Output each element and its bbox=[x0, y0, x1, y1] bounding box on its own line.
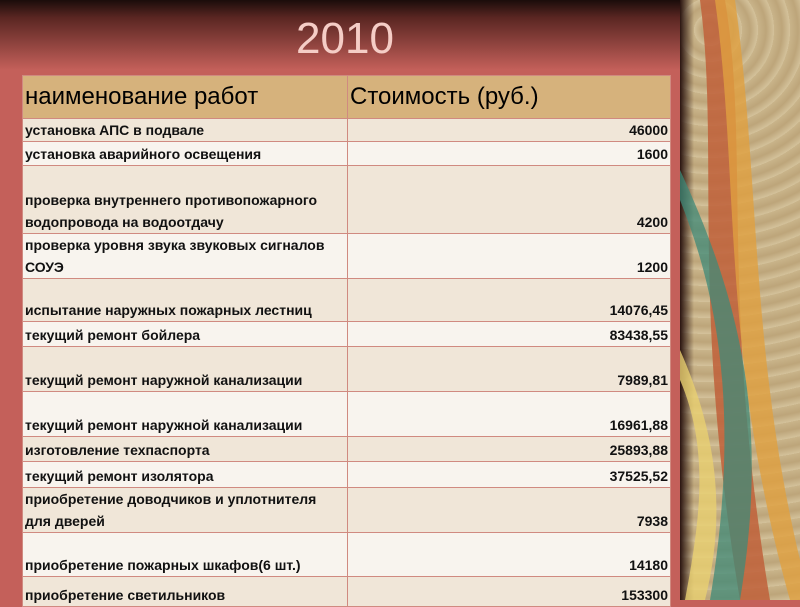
costs-table: наименование работ Стоимость (руб.) уста… bbox=[22, 75, 671, 607]
cost-cell: 1200 bbox=[347, 233, 671, 279]
table-row: испытание наружных пожарных лестниц 14076… bbox=[22, 278, 671, 322]
work-name-cell: текущий ремонт наружной канализации bbox=[22, 391, 348, 437]
work-name-cell: проверка уровня звука звуковых сигналов … bbox=[22, 233, 348, 279]
table-row: проверка уровня звука звуковых сигналов … bbox=[22, 233, 671, 279]
table-row: приобретение доводчиков и уплотнителя дл… bbox=[22, 487, 671, 533]
ribbon-decoration bbox=[680, 0, 800, 600]
cost-cell: 153300 bbox=[347, 576, 671, 607]
cost-cell: 14076,45 bbox=[347, 278, 671, 322]
work-name-cell: приобретение доводчиков и уплотнителя дл… bbox=[22, 487, 348, 533]
table-row: проверка внутреннего противопожарного во… bbox=[22, 165, 671, 234]
table-row: текущий ремонт бойлера 83438,55 bbox=[22, 321, 671, 347]
cost-cell: 1600 bbox=[347, 141, 671, 166]
cost-cell: 7938 bbox=[347, 487, 671, 533]
work-name-cell: текущий ремонт наружной канализации bbox=[22, 346, 348, 392]
work-name-cell: установка аварийного освещения bbox=[22, 141, 348, 166]
top-shade bbox=[0, 0, 680, 70]
table-row: текущий ремонт наружной канализации 16961… bbox=[22, 391, 671, 437]
cost-cell: 46000 bbox=[347, 118, 671, 142]
decorative-panel bbox=[680, 0, 800, 600]
cost-cell: 14180 bbox=[347, 532, 671, 577]
table-row: приобретение пожарных шкафов(6 шт.) 14180 bbox=[22, 532, 671, 577]
table-header-row: наименование работ Стоимость (руб.) bbox=[22, 75, 671, 119]
work-name-cell: изготовление техпаспорта bbox=[22, 436, 348, 462]
work-name-cell: установка АПС в подвале bbox=[22, 118, 348, 142]
cost-cell: 25893,88 bbox=[347, 436, 671, 462]
work-name-cell: проверка внутреннего противопожарного во… bbox=[22, 165, 348, 234]
cost-cell: 4200 bbox=[347, 165, 671, 234]
work-name-cell: испытание наружных пожарных лестниц bbox=[22, 278, 348, 322]
work-name-cell: приобретение светильников bbox=[22, 576, 348, 607]
table-row: установка АПС в подвале 46000 bbox=[22, 118, 671, 142]
cost-cell: 37525,52 bbox=[347, 461, 671, 488]
work-name-cell: приобретение пожарных шкафов(6 шт.) bbox=[22, 532, 348, 577]
header-work-name: наименование работ bbox=[22, 75, 348, 119]
table-row: текущий ремонт наружной канализации 7989,… bbox=[22, 346, 671, 392]
cost-cell: 83438,55 bbox=[347, 321, 671, 347]
header-cost: Стоимость (руб.) bbox=[347, 75, 671, 119]
slide-title: 2010 bbox=[296, 14, 394, 63]
table-row: приобретение светильников 153300 bbox=[22, 576, 671, 607]
table-row: изготовление техпаспорта 25893,88 bbox=[22, 436, 671, 462]
table-row: текущий ремонт изолятора 37525,52 bbox=[22, 461, 671, 488]
work-name-cell: текущий ремонт бойлера bbox=[22, 321, 348, 347]
cost-cell: 7989,81 bbox=[347, 346, 671, 392]
table-row: установка аварийного освещения 1600 bbox=[22, 141, 671, 166]
work-name-cell: текущий ремонт изолятора bbox=[22, 461, 348, 488]
cost-cell: 16961,88 bbox=[347, 391, 671, 437]
